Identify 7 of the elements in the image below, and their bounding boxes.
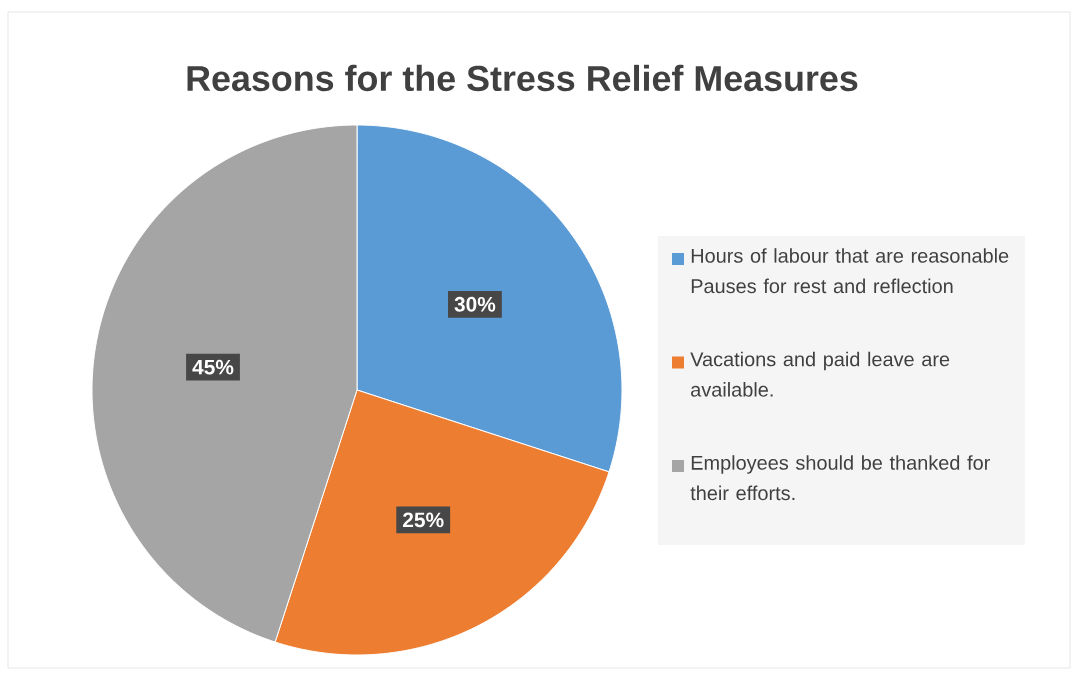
data-label: 45% [192,359,234,375]
legend-label: Hours of labour that are reasonable Pauses for rest and reflection [691,248,1009,294]
data-label: 30% [454,296,496,312]
chart-title: Reasons for the Stress Relief Measures [187,64,858,92]
legend-label: Vacations and paid leave are available. [690,351,950,397]
legend-label: Employees should be thanked for their efforts. [690,455,990,501]
data-label: 25% [402,512,444,528]
